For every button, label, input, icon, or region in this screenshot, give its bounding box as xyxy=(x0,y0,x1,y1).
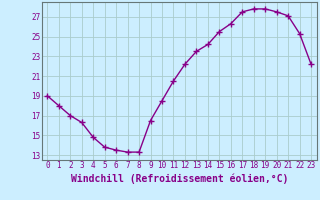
X-axis label: Windchill (Refroidissement éolien,°C): Windchill (Refroidissement éolien,°C) xyxy=(70,173,288,184)
